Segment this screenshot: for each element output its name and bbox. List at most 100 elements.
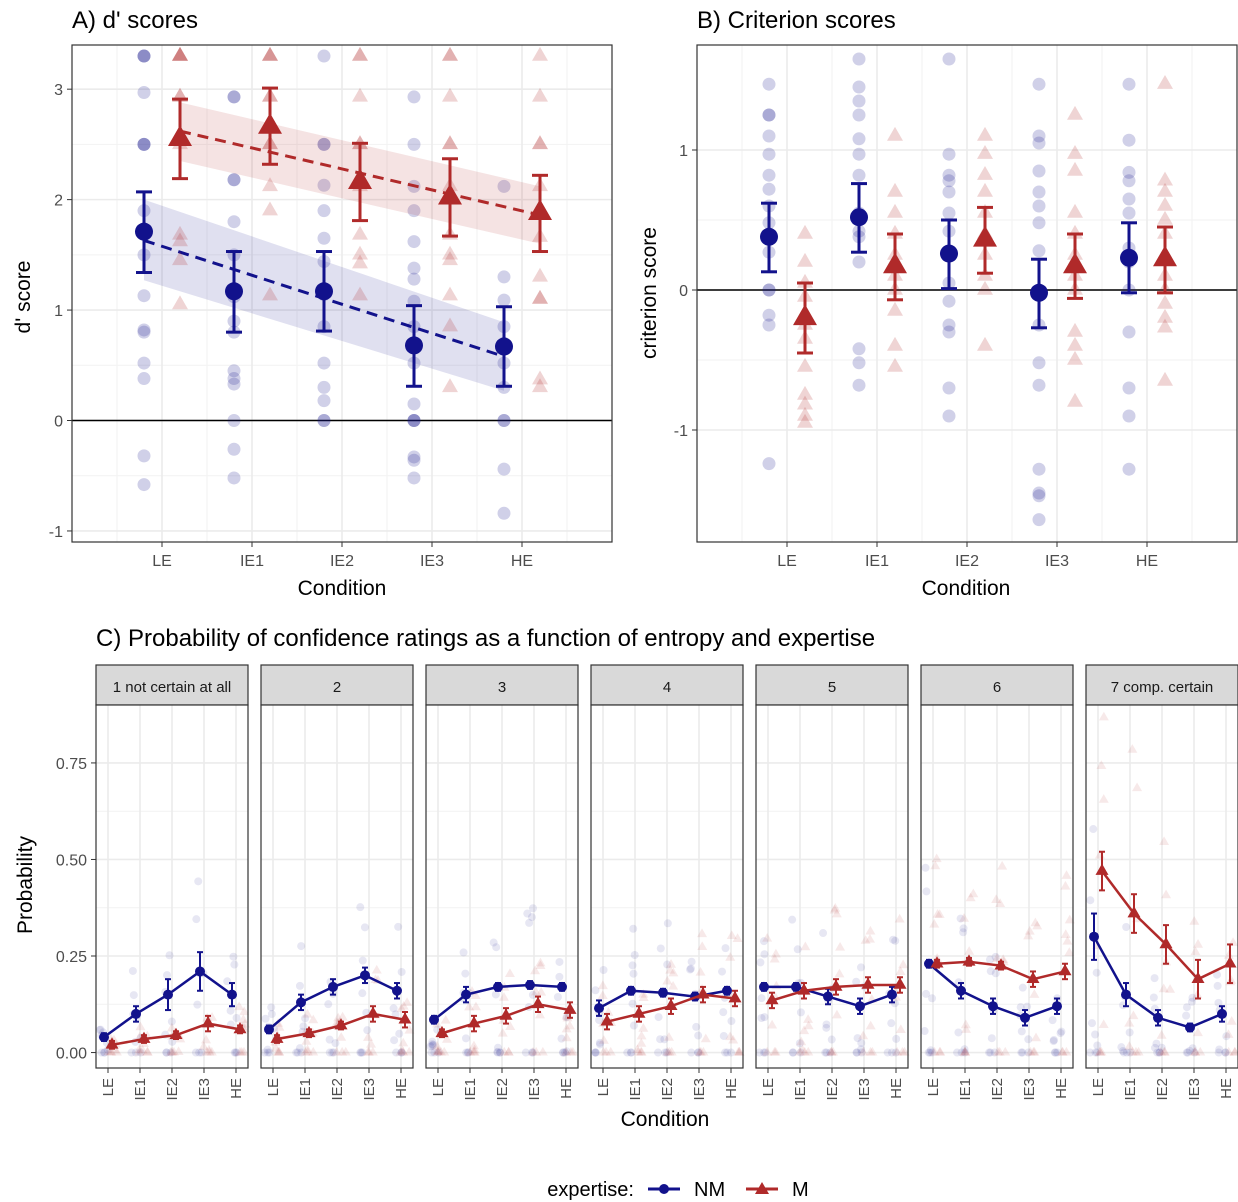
c-facet-3-nm-raw-point (525, 918, 534, 927)
c-facet-7-nm-raw-point (1221, 1048, 1230, 1057)
legend-nm-label: NM (694, 1179, 725, 1201)
c-facet-6-nm-raw-point (990, 1048, 999, 1057)
c-facet-3-m-raw-point (469, 1044, 480, 1054)
c-facet-7-nm-raw-point (1190, 1048, 1199, 1057)
c-facet-7-m-raw-point (1223, 1029, 1234, 1038)
c-facet-6-m-raw-point (1024, 925, 1035, 935)
a-m-point (172, 225, 188, 240)
c-facet-2-nm-raw-point (363, 1026, 372, 1035)
c-facet-3-m-raw-point (565, 1046, 576, 1056)
c-facet-7-nm-raw-point (1182, 1011, 1191, 1020)
c-facet-1-nm-raw-point (129, 991, 138, 1000)
b-xtick-label: HE (1136, 553, 1158, 570)
c-facet-4-m-raw-point (663, 1032, 674, 1041)
b-nm-point (1122, 192, 1136, 206)
b-m-mean (1063, 252, 1087, 274)
c-facet-4-nm-raw-point (629, 1021, 638, 1030)
a-m-mean (348, 168, 372, 190)
c-facet-5-strip-label: 5 (828, 679, 836, 696)
c-facet-5-nm-raw-point (756, 958, 765, 967)
c-facet-6-m-raw-point (960, 1019, 971, 1029)
c-facet-3-nm-raw-point (461, 969, 470, 978)
c-facet-4-m-raw-point (697, 928, 708, 938)
c-facet-5-nm-raw-point (883, 1048, 892, 1057)
c-facet-2-m-raw-point (274, 1022, 285, 1031)
c-facet-3-nm-raw-point (428, 1037, 437, 1046)
c-facet-1-m-raw-point (166, 1022, 177, 1032)
c-facet-1-nm-raw-point (230, 1048, 239, 1057)
c-facet-2-nm-raw-point (263, 1048, 272, 1057)
a-nm-point (137, 356, 151, 370)
c-facet-6-nm-raw-point (987, 1034, 996, 1043)
c-facet-2-m-raw-point (404, 1024, 415, 1034)
c-facet-1-nm-raw-point (100, 1048, 109, 1057)
c-facet-5-nm-raw-point (853, 1034, 862, 1043)
c-facet-1-nm-raw-point (192, 915, 201, 924)
c-facet-4-m-raw-point (725, 1031, 736, 1041)
c-facet-6-nm-raw-point (924, 1048, 933, 1057)
c-facet-2-m-raw-point (396, 1003, 407, 1013)
a-m-point (172, 295, 188, 310)
b-m-point (887, 301, 903, 316)
a-nm-mean (225, 282, 243, 301)
c-facet-3-nm-raw-point (558, 1048, 567, 1057)
c-facet-5-m-raw-point (829, 904, 840, 914)
c-facet-3-nm-raw-point (463, 1048, 472, 1057)
b-nm-point (942, 185, 956, 199)
c-facet-3-m-raw-point (465, 1046, 476, 1056)
c-facet-7-nm-mean (1217, 1008, 1227, 1019)
b-m-point (797, 252, 813, 267)
a-nm-point (407, 471, 421, 485)
c-facet-3-m-raw-point (432, 1046, 443, 1056)
b-m-point (1157, 171, 1173, 186)
a-nm-point (497, 179, 511, 193)
c-facet-4-nm-raw-point (596, 1040, 605, 1049)
c-facet-3-m-raw-point (528, 1046, 539, 1056)
c-facet-7-m-raw-point (1192, 1027, 1203, 1037)
c-facet-7-xtick-label: HE (1218, 1078, 1235, 1099)
c-facet-6-nm-raw-point (986, 967, 995, 976)
c-facet-7-m-raw-point (1223, 950, 1234, 959)
b-nm-point (942, 168, 956, 182)
c-facet-4-nm-raw-point (692, 1022, 701, 1031)
c-facet-1-nm-raw-point (232, 1013, 241, 1022)
a-nm-point (227, 471, 241, 485)
c-facet-3-m-raw-point (535, 960, 546, 969)
c-facet-7-nm-raw-point (1152, 1039, 1161, 1048)
c-facet-6-nm-raw-point (921, 863, 930, 872)
c-facet-6-m-raw-point (959, 1046, 970, 1056)
c-facet-6-m-raw-point (1000, 1046, 1011, 1056)
a-nm-point (227, 372, 241, 386)
b-nm-point (1032, 489, 1046, 503)
c-facet-3-m-raw-point (432, 1040, 443, 1050)
c-facet-2-nm-raw-point (295, 1044, 304, 1053)
c-facet-3-m-raw-point (497, 1027, 508, 1037)
c-facet-1-nm-mean (131, 1008, 141, 1019)
c-facet-3-nm-raw-point (459, 948, 468, 957)
b-nm-point (1122, 409, 1136, 423)
c-facet-3-m-raw-point (530, 965, 541, 975)
b-m-point (797, 357, 813, 372)
panel-a-title: A) d' scores (72, 7, 198, 34)
c-facet-5-m-raw-point (865, 1046, 876, 1056)
b-nm-point (1032, 185, 1046, 199)
c-facet-7-nm-raw-point (1122, 923, 1131, 932)
b-nm-point (852, 356, 866, 370)
c-facet-2-m-raw-point (331, 1046, 342, 1056)
b-nm-point (762, 108, 776, 122)
c-facet-4-m-raw-point (636, 1030, 647, 1040)
b-nm-point (1122, 133, 1136, 147)
c-facet-2-nm-raw-point (397, 1048, 406, 1057)
c-ytick-label: 0.50 (56, 852, 87, 869)
c-facet-4-nm-raw-point (591, 986, 600, 995)
c-facet-4-xtick-label: IE2 (659, 1078, 676, 1101)
c-facet-7-nm-raw-point (1188, 993, 1197, 1002)
b-nm-point (762, 129, 776, 143)
c-facet-4-nm-raw-point (718, 967, 727, 976)
c-facet-1-nm-raw-point (231, 1048, 240, 1057)
b-nm-point (1122, 381, 1136, 395)
a-nm-point (137, 323, 151, 337)
c-facet-1-m-raw-point (137, 1044, 148, 1054)
c-facet-6-nm-raw-point (1018, 1048, 1027, 1057)
